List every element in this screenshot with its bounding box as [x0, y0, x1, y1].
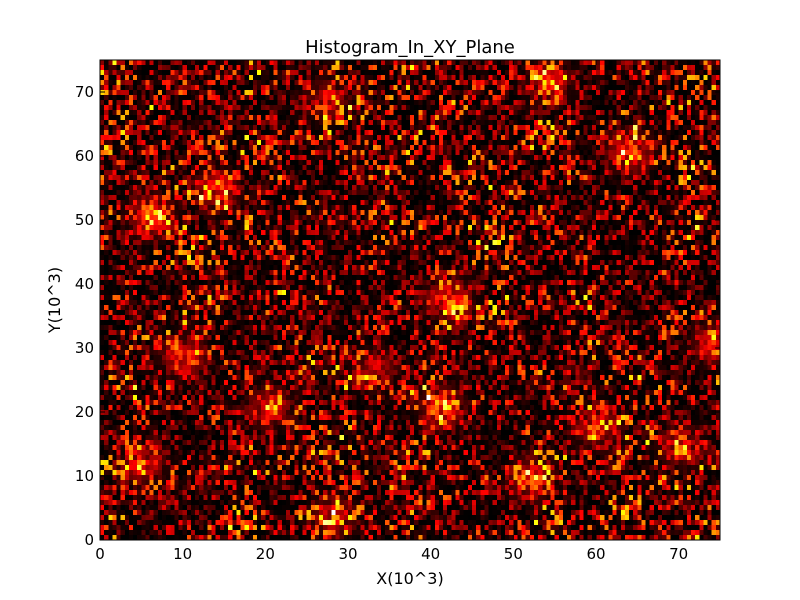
x-tick-label: 10: [173, 545, 192, 563]
x-axis-label: X(10^3): [376, 569, 443, 588]
y-tick-label: 30: [75, 339, 94, 357]
x-tick-label: 70: [669, 545, 688, 563]
y-tick-label: 0: [84, 531, 94, 549]
x-tick-label: 0: [95, 545, 105, 563]
x-tick-label: 20: [256, 545, 275, 563]
x-tick-label: 60: [586, 545, 605, 563]
x-tick-label: 50: [504, 545, 523, 563]
y-tick-label: 70: [75, 83, 94, 101]
chart-title: Histogram_In_XY_Plane: [305, 37, 515, 58]
y-tick-label: 50: [75, 211, 94, 229]
x-axis-ticks: 0 10 20 30 40 50 60 70: [95, 60, 688, 563]
heatmap-image: [100, 60, 720, 540]
y-axis-label: Y(10^3): [45, 267, 64, 334]
plot-frame: [99, 59, 721, 541]
y-axis-ticks: 0 10 20 30 40 50 60 70: [75, 83, 720, 549]
x-tick-label: 30: [338, 545, 357, 563]
y-tick-label: 20: [75, 403, 94, 421]
y-tick-label: 40: [75, 275, 94, 293]
x-tick-label: 40: [421, 545, 440, 563]
y-tick-label: 60: [75, 147, 94, 165]
y-tick-label: 10: [75, 467, 94, 485]
plot-area: [99, 59, 721, 541]
